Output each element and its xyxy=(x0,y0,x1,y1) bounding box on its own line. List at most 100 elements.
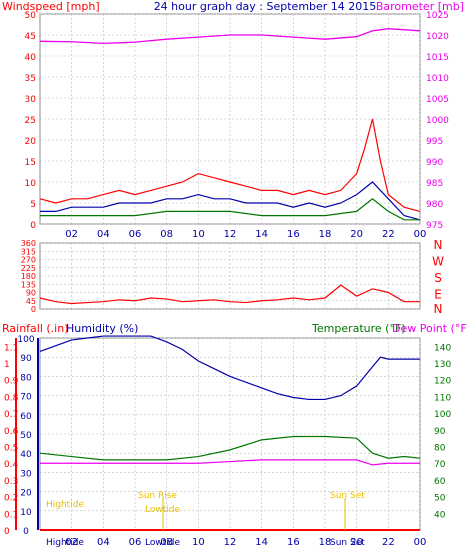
y-humidity-tick-label: 90 xyxy=(20,354,32,364)
compass-letter: N xyxy=(434,302,443,316)
y-left-tick-label: 0 xyxy=(30,221,36,231)
x-tick-label: 00 xyxy=(414,537,427,548)
y-right-tick-label: 975 xyxy=(426,221,443,231)
y-temp-tick-label: 80 xyxy=(434,444,446,454)
x-tick-label: 18 xyxy=(319,229,332,240)
y-rain-tick-label: 1 xyxy=(4,360,10,370)
panel3-humidity-temperature: 0 10 20 30 40 50 60 70 80 90 10 00 0.1 0.2 0.3 0.4 0.5 0.… xyxy=(4,335,451,548)
x-tick-label: 02 xyxy=(65,229,78,240)
y-temp-tick-label: 110 xyxy=(434,393,451,403)
annotation-hightide-top: Hightide xyxy=(46,500,84,510)
y-humidity-tick-label: 10 xyxy=(20,508,32,518)
x-tick-label: 02 xyxy=(65,537,78,548)
y-left-tick-label: 35 xyxy=(25,74,36,84)
y-left-tick-label: 50 xyxy=(25,11,37,21)
y-rain-tick-label: 1.1 xyxy=(4,343,18,353)
y-rain-tick-label: 0 xyxy=(4,527,10,537)
barometer-line xyxy=(39,28,421,45)
compass-letter: S xyxy=(434,271,442,285)
y-right-tick-label: 1020 xyxy=(426,32,449,42)
compass-letter: E xyxy=(434,288,442,302)
x-tick-label: 04 xyxy=(97,229,110,240)
y-rain-tick-label: 0.2 xyxy=(4,494,18,504)
y-rain-tick-label: 0.6 xyxy=(4,427,19,437)
right-axis-label-dew: Dew Point (°F) xyxy=(392,322,466,335)
annotation-bottom-lowtide: Lowtide xyxy=(145,538,180,548)
x-tick-label: 22 xyxy=(382,537,395,548)
y-rain-tick-label: 0.4 xyxy=(4,460,19,470)
x-tick-label: 08 xyxy=(160,537,173,548)
y-rain-tick-label: 0.8 xyxy=(4,393,19,403)
y-tick-label: 225 xyxy=(21,264,36,273)
y-humidity-tick-label: 30 xyxy=(20,469,32,479)
avg-wind-line xyxy=(40,198,420,221)
x-tick-label: 00 xyxy=(414,229,427,240)
x-tick-label: 12 xyxy=(224,229,237,240)
right-axis-label-temp: Temperature (°F) xyxy=(311,322,406,335)
y-right-tick-label: 980 xyxy=(426,200,443,210)
x-tick-label: 12 xyxy=(224,537,237,548)
left-axis-label-rain: Rainfall (.in) xyxy=(2,322,69,335)
y-tick-label: 315 xyxy=(21,247,36,256)
annotation-bottom-sunset: Sun Set xyxy=(330,538,365,548)
y-tick-label: 0 xyxy=(31,305,36,314)
y-humidity-tick-label: 100 xyxy=(17,335,34,345)
x-tick-label: 20 xyxy=(350,537,363,548)
gust-line xyxy=(40,181,421,221)
x-tick-label: 04 xyxy=(97,537,110,548)
dew-point-line xyxy=(40,459,420,466)
y-right-tick-label: 1015 xyxy=(426,53,449,63)
y-rain-tick-label: 0.9 xyxy=(4,377,19,387)
humidity-line xyxy=(39,335,420,401)
y-humidity-tick-label: 70 xyxy=(20,393,32,403)
temperature-line xyxy=(39,435,421,461)
right-axis-label-baro: Barometer [mb] xyxy=(376,0,464,13)
y-humidity-tick-label: 20 xyxy=(20,489,32,499)
y-rain-tick-label: 0.7 xyxy=(4,410,18,420)
y-rain-tick-label: 0.5 xyxy=(4,444,18,454)
annotation-sunset: Sun Set xyxy=(330,491,365,501)
y-right-tick-label: 995 xyxy=(426,137,443,147)
x-tick-label: 06 xyxy=(129,229,142,240)
y-humidity-tick-label: 60 xyxy=(20,412,32,422)
y-left-tick-label: 45 xyxy=(25,32,36,42)
y-humidity-tick-label: 50 xyxy=(20,431,32,441)
y-left-tick-label: 30 xyxy=(25,95,37,105)
y-humidity-tick-label: 80 xyxy=(20,373,32,383)
y-tick-label: 180 xyxy=(21,272,36,281)
y-right-tick-label: 1005 xyxy=(426,95,449,105)
y-temp-tick-label: 40 xyxy=(434,510,446,520)
y-tick-label: 135 xyxy=(21,280,36,289)
y-left-tick-label: 15 xyxy=(25,158,36,168)
y-temp-tick-label: 120 xyxy=(434,377,451,387)
x-tick-label: 18 xyxy=(319,537,332,548)
x-tick-label: 22 xyxy=(382,229,395,240)
y-rain-tick-label: 0.1 xyxy=(4,510,18,520)
x-tick-label: 10 xyxy=(192,537,205,548)
y-right-tick-label: 1000 xyxy=(426,116,449,126)
y-temp-tick-label: 130 xyxy=(434,360,451,370)
x-tick-label: 14 xyxy=(255,229,268,240)
y-left-tick-label: 10 xyxy=(25,179,37,189)
x-tick-label: 10 xyxy=(192,229,205,240)
y-right-tick-label: 1025 xyxy=(426,11,449,21)
compass-letter: W xyxy=(432,255,444,269)
y-tick-label: 360 xyxy=(21,239,36,248)
y-right-tick-label: 990 xyxy=(426,158,443,168)
y-right-tick-label: 1010 xyxy=(426,74,449,84)
y-humidity-tick-label: 40 xyxy=(20,450,32,460)
compass-letter: N xyxy=(434,238,443,252)
x-tick-label: 08 xyxy=(160,229,173,240)
chart-title: 24 hour graph day : September 14 2015 xyxy=(154,0,377,13)
y-left-tick-label: 25 xyxy=(25,116,36,126)
annotation-bottom-hightide: Hightide xyxy=(46,538,84,548)
y-tick-label: 270 xyxy=(21,256,36,265)
y-rain-tick-label: 0.3 xyxy=(4,477,18,487)
y-tick-label: 45 xyxy=(26,297,36,306)
y-left-tick-label: 5 xyxy=(30,200,36,210)
y-temp-tick-label: 60 xyxy=(434,477,446,487)
left-axis-label-humidity: Humidity (%) xyxy=(66,322,138,335)
x-tick-label: 14 xyxy=(255,537,268,548)
